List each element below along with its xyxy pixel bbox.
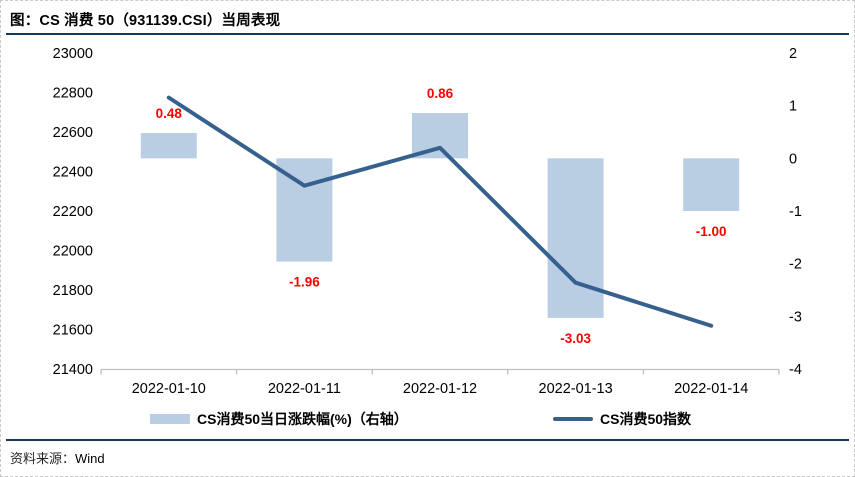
figure-title: 图：CS 消费 50（931139.CSI）当周表现 (10, 13, 281, 29)
bar-series-swatch-icon (150, 414, 190, 424)
left-axis-tick-label: 22600 (53, 125, 93, 141)
left-axis-tick-label: 23000 (53, 46, 93, 62)
left-axis-tick-label: 21600 (53, 323, 93, 339)
right-axis-tick-label: -3 (789, 309, 802, 325)
data-source-label: 资料来源： (10, 451, 76, 466)
bar-data-label: 0.86 (427, 86, 454, 101)
legend-item-bar-series: CS消费50当日涨跌幅(%)（右轴） (150, 409, 408, 429)
index-line (166, 95, 714, 328)
bar (683, 158, 740, 211)
right-axis-tick-label: 0 (789, 151, 797, 167)
data-source: 资料来源：Wind (10, 448, 105, 467)
bar-data-label: -1.96 (289, 275, 320, 290)
right-axis-tick-label: -4 (789, 362, 802, 378)
right-axis-tick-label: -2 (789, 257, 802, 273)
bar (412, 113, 468, 159)
bar-series-label: CS消费50当日涨跌幅(%)（右轴） (197, 411, 408, 427)
left-axis-tick-label: 22800 (53, 86, 93, 102)
line-series-swatch-icon (553, 417, 593, 421)
bar-data-label: 0.48 (156, 106, 183, 121)
legend-item-line-series: CS消费50指数 (553, 409, 691, 429)
left-axis-tick-label: 22400 (53, 165, 93, 181)
x-axis-category-label: 2022-01-11 (268, 381, 341, 397)
bar-data-label: -1.00 (696, 224, 727, 239)
x-axis-category-label: 2022-01-10 (132, 381, 206, 397)
bar (140, 133, 197, 159)
chart-legend: CS消费50当日涨跌幅(%)（右轴） CS消费50指数 (1, 409, 854, 433)
bar (547, 158, 604, 318)
x-axis-category-label: 2022-01-13 (539, 381, 613, 397)
line-series-label: CS消费50指数 (600, 411, 692, 427)
left-axis-tick-label: 21400 (53, 362, 93, 378)
right-axis-tick-label: -1 (789, 204, 802, 220)
combo-chart-canvas: 23000 22800 22600 22400 22200 22000 21800 21600… (53, 46, 802, 397)
data-source-value: Wind (75, 451, 105, 466)
title-divider (6, 33, 849, 35)
bar-data-label: -3.03 (560, 331, 591, 346)
x-axis-category-label: 2022-01-12 (403, 381, 477, 397)
left-axis-tick-label: 22000 (53, 244, 93, 260)
right-axis-tick-label: 2 (789, 46, 797, 62)
left-axis-tick-label: 21800 (53, 283, 93, 299)
left-axis-tick-label: 22200 (53, 204, 93, 220)
right-axis-tick-label: 1 (789, 99, 797, 115)
x-axis-category-label: 2022-01-14 (674, 381, 748, 397)
source-divider (6, 439, 849, 441)
